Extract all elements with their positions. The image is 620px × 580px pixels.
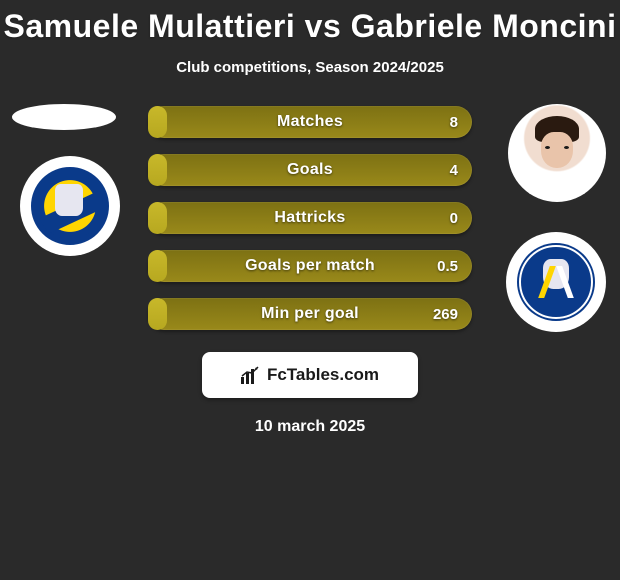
stat-label: Hattricks <box>148 209 472 227</box>
brand-text: FcTables.com <box>267 365 379 385</box>
comparison-card: Samuele Mulattieri vs Gabriele Moncini C… <box>0 0 620 580</box>
stat-label: Goals per match <box>148 257 472 275</box>
player-right-avatar <box>508 104 606 202</box>
stat-row: Goals 4 <box>148 154 472 186</box>
frosinone-crest-icon <box>31 167 109 245</box>
stat-row: Matches 8 <box>148 106 472 138</box>
fctables-logo-icon <box>241 366 261 384</box>
team-left-crest <box>20 156 120 256</box>
stat-row: Min per goal 269 <box>148 298 472 330</box>
stat-label: Matches <box>148 113 472 131</box>
stat-label: Min per goal <box>148 305 472 323</box>
stat-right-value: 0 <box>446 210 458 227</box>
player-left-avatar <box>12 104 116 130</box>
stat-right-value: 0.5 <box>437 258 458 275</box>
stats-list: Matches 8 Goals 4 Hattricks 0 <box>148 104 472 330</box>
date-text: 10 march 2025 <box>10 418 610 436</box>
stat-row: Hattricks 0 <box>148 202 472 234</box>
brand-badge: FcTables.com <box>202 352 418 398</box>
stat-row: Goals per match 0.5 <box>148 250 472 282</box>
subtitle: Club competitions, Season 2024/2025 <box>0 59 620 76</box>
stat-pill: Goals per match 0.5 <box>148 250 472 282</box>
stat-right-value: 4 <box>446 162 458 179</box>
stat-pill: Min per goal 269 <box>148 298 472 330</box>
stat-label: Goals <box>148 161 472 179</box>
stat-pill: Hattricks 0 <box>148 202 472 234</box>
brescia-crest-icon <box>517 243 595 321</box>
stat-right-value: 269 <box>433 306 458 323</box>
team-right-crest <box>506 232 606 332</box>
stat-right-value: 8 <box>446 114 458 131</box>
stat-pill: Goals 4 <box>148 154 472 186</box>
player-right-face <box>529 118 585 188</box>
page-title: Samuele Mulattieri vs Gabriele Moncini <box>0 0 620 45</box>
stat-pill: Matches 8 <box>148 106 472 138</box>
main-area: Matches 8 Goals 4 Hattricks 0 <box>0 104 620 436</box>
